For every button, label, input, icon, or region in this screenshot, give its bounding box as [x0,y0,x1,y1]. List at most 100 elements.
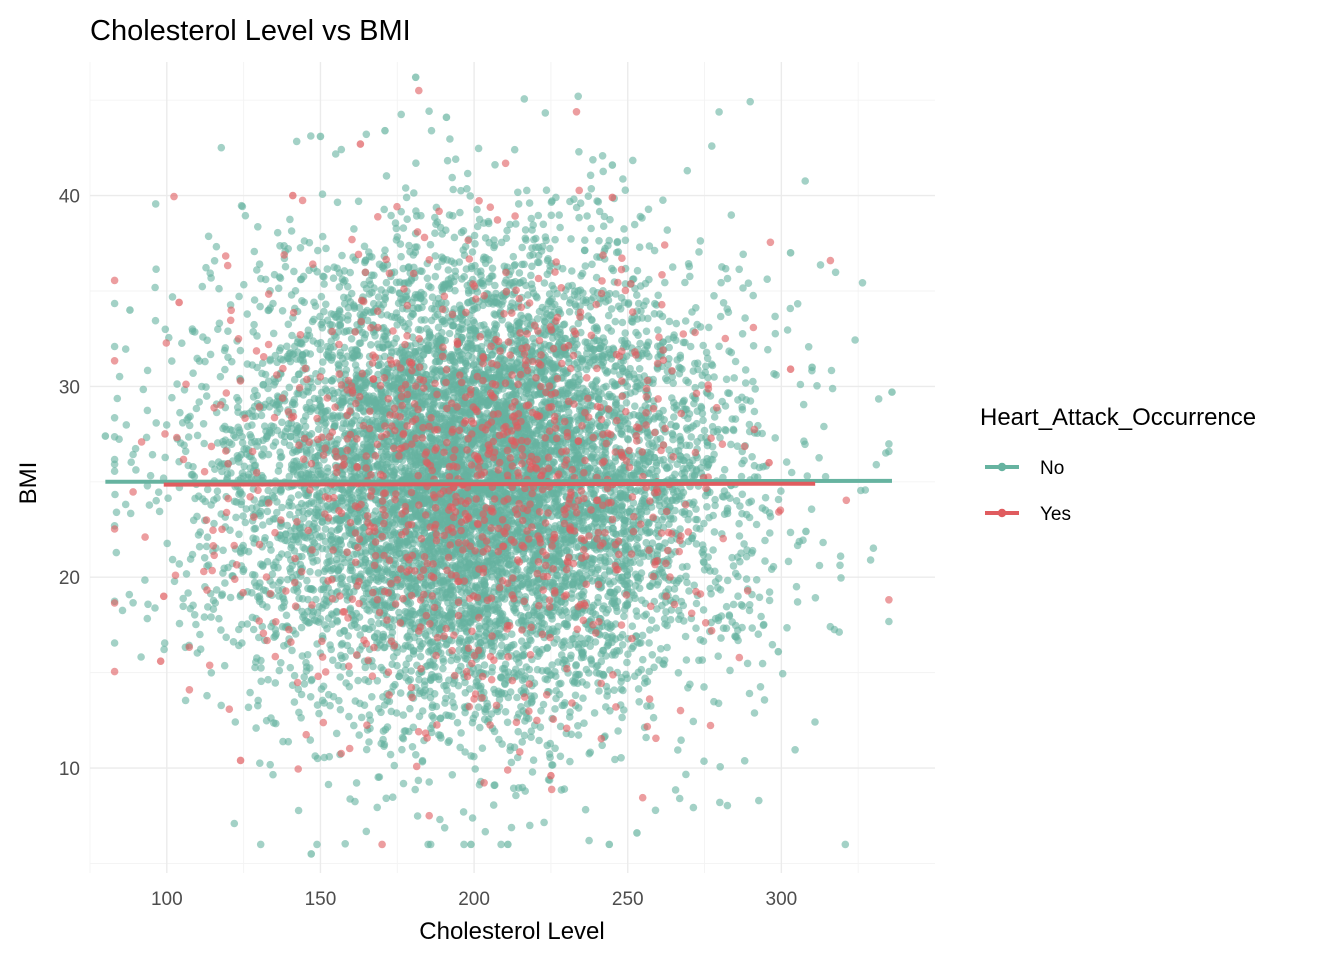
data-point [450,233,459,242]
data-point [303,576,311,585]
data-point [386,531,395,540]
data-point [481,827,490,836]
data-point [250,525,258,533]
data-point [796,380,805,389]
data-point [287,541,296,549]
data-point [590,709,599,717]
data-point [118,606,127,615]
data-point [700,426,709,435]
data-point [633,291,641,299]
data-point [244,703,253,712]
data-point [737,472,746,481]
data-point [745,601,754,609]
data-point [314,618,323,626]
data-point [318,190,327,198]
data-point [250,320,258,329]
data-point [636,212,645,221]
data-point [141,576,149,584]
data-point [347,622,356,630]
data-point [733,553,742,561]
data-point [869,544,878,552]
data-point [356,631,365,639]
data-point [547,211,556,220]
data-point [836,561,844,570]
data-point [377,286,386,294]
data-point [340,558,349,567]
data-point [723,801,732,810]
data-point [771,329,780,338]
data-point [741,314,749,322]
data-point [283,342,291,351]
data-point [398,733,407,742]
data-point [241,211,250,220]
data-point [745,513,754,522]
data-point [336,307,344,316]
data-point [451,286,459,295]
data-point [231,718,240,726]
data-point [439,664,447,673]
data-point [642,610,650,619]
data-point [733,442,742,451]
data-points [101,73,896,858]
data-point [275,461,284,470]
data-point [599,222,608,230]
data-point [658,312,667,321]
data-point [190,611,199,619]
data-point [572,543,581,552]
data-point [318,232,327,241]
data-point [487,710,496,718]
data-point [510,743,519,752]
data-point [431,252,440,260]
data-point [382,794,391,803]
data-point [386,750,395,759]
data-point [221,579,229,587]
data-point [828,384,837,393]
data-point [370,271,378,280]
data-point [514,727,522,736]
data-point [624,299,633,307]
data-point [628,622,637,630]
data-point [598,741,606,750]
data-point [284,320,293,329]
data-point [815,561,824,570]
data-point [271,679,280,687]
data-point [338,314,347,322]
data-point [257,664,265,672]
data-point [783,624,791,632]
data-point [329,274,338,283]
data-point [491,689,500,697]
data-point [251,663,259,672]
data-point [669,379,677,388]
data-point [739,284,747,292]
data-point [632,607,641,615]
data-point [525,199,534,207]
data-point [523,186,531,195]
data-point [647,616,656,624]
data-point [743,659,752,668]
data-point [312,595,320,604]
data-point [857,486,865,495]
data-point [399,779,408,788]
data-point [426,840,435,849]
data-point [143,482,152,490]
data-point [152,265,160,274]
data-point [699,551,708,559]
data-point [306,693,315,701]
data-point [307,132,315,140]
data-point [766,529,774,537]
data-point [761,557,769,565]
data-point [110,467,119,476]
data-point [220,346,229,355]
data-point [692,624,700,632]
data-point [735,519,743,528]
data-point [579,694,587,702]
data-point [129,450,137,459]
data-point [800,437,808,446]
data-point [792,582,801,591]
data-point [728,553,736,562]
data-point [750,407,759,416]
data-point [406,342,415,350]
data-point [716,763,724,771]
data-point [681,278,689,287]
data-point [748,624,756,632]
